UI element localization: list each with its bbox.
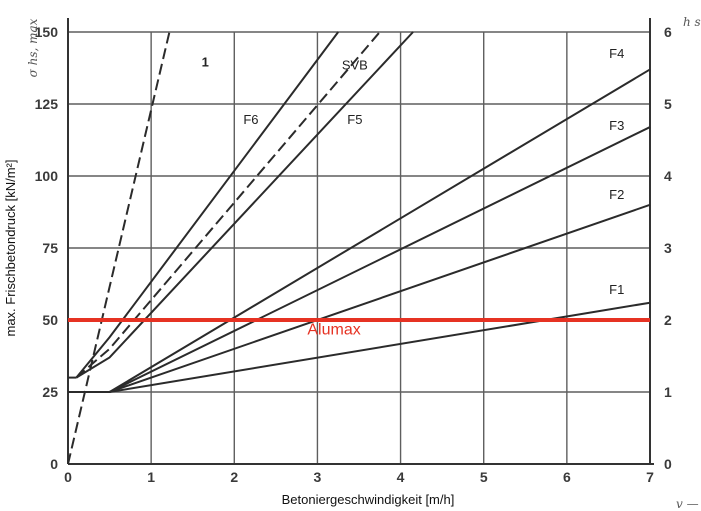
y-tick-label: 125: [35, 96, 59, 112]
x-tick-label: 0: [64, 469, 72, 485]
y2-tick-label: 4: [664, 168, 672, 184]
x-tick-label: 6: [563, 469, 571, 485]
series-line-SVB: [75, 31, 381, 379]
series-line-F1: [68, 301, 651, 393]
series-line-F5: [75, 31, 414, 379]
y2-tick-label: 1: [664, 384, 672, 400]
series-label: SVB: [342, 57, 368, 72]
y-right-corner-label: h s: [683, 15, 701, 29]
alumax-label: Alumax: [307, 321, 360, 338]
x-tick-label: 4: [397, 469, 405, 485]
series-label: F1: [609, 282, 624, 297]
y-axis-title: max. Frischbetondruck [kN/m²]: [3, 160, 18, 337]
series-label: F4: [609, 46, 624, 61]
x-tick-label: 1: [147, 469, 155, 485]
axes: [67, 18, 654, 465]
grid-lines: [68, 31, 650, 464]
x-tick-label: 3: [314, 469, 322, 485]
series-label: F3: [609, 118, 624, 133]
y-left-corner-label: σ hs, max: [26, 18, 40, 77]
y2-tick-label: 5: [664, 96, 672, 112]
y2-tick-label: 3: [664, 240, 672, 256]
series-group: [67, 31, 651, 465]
y-tick-label: 50: [42, 312, 58, 328]
y2-tick-label: 2: [664, 312, 672, 328]
y2-tick-label: 6: [664, 24, 672, 40]
series-line-F6: [75, 31, 340, 379]
series-label: F6: [243, 112, 258, 127]
y-tick-label: 25: [42, 384, 58, 400]
x-tick-label: 2: [230, 469, 238, 485]
y-tick-label: 0: [50, 456, 58, 472]
series-label: F5: [347, 112, 362, 127]
x-tick-label: 7: [646, 469, 654, 485]
x-tick-label: 5: [480, 469, 488, 485]
x-right-corner-label: v —: [676, 497, 699, 511]
series-line-F3: [68, 126, 651, 393]
series-labels: 1 F6 SVB F5 F4 F3 F2 F1: [202, 46, 625, 297]
series-label: F2: [609, 187, 624, 202]
annotation-group: Alumax: [68, 318, 650, 338]
y-tick-label: 100: [35, 168, 59, 184]
x-axis-title: Betoniergeschwindigkeit [m/h]: [282, 492, 455, 507]
y-tick-label: 75: [42, 240, 58, 256]
y-tick-label: 150: [35, 24, 59, 40]
y2-tick-label: 0: [664, 456, 672, 472]
series-label: 1: [202, 55, 209, 70]
